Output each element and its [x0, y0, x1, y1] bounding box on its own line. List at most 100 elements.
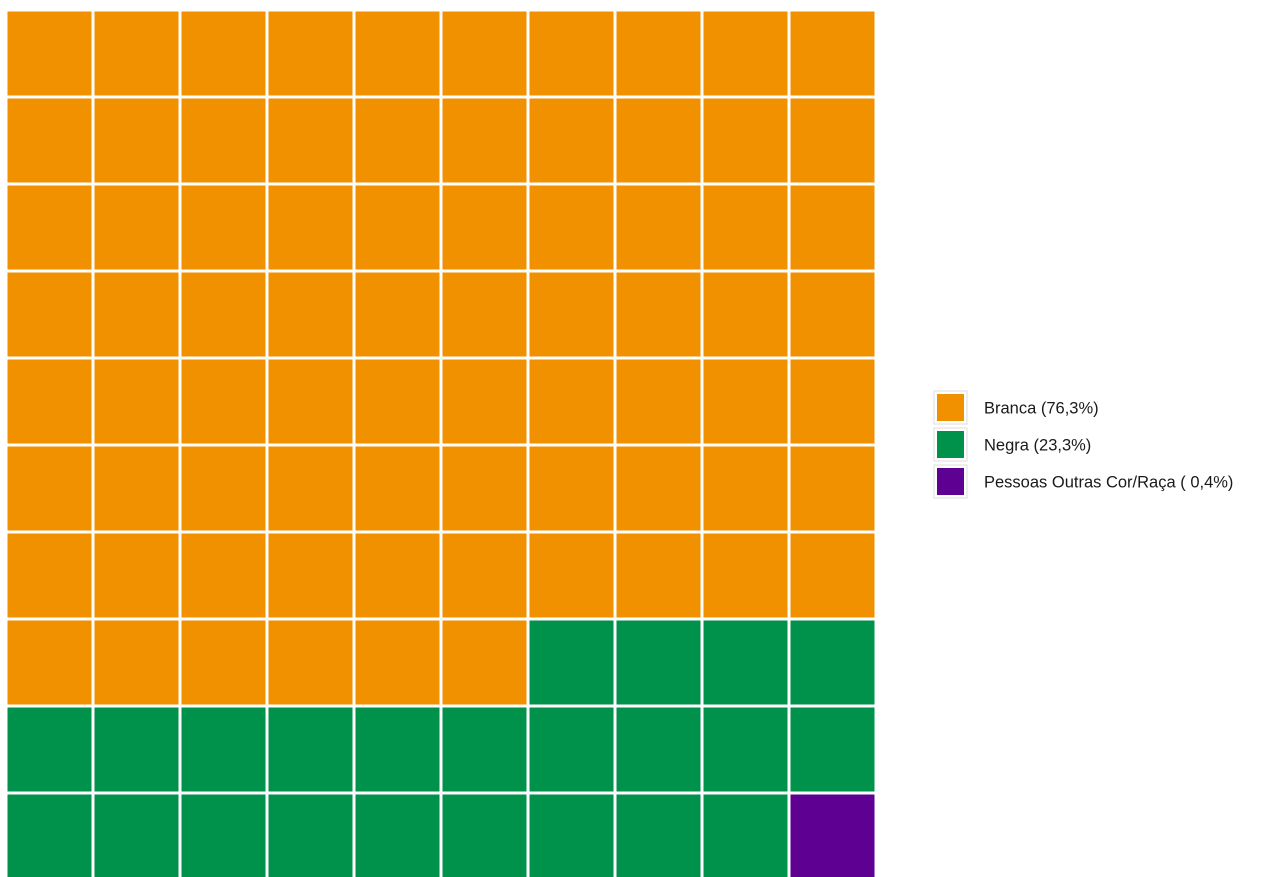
waffle-cell-branca — [790, 185, 875, 270]
waffle-cell-branca — [616, 185, 701, 270]
waffle-cell-branca — [790, 98, 875, 183]
waffle-cell-branca — [790, 533, 875, 618]
waffle-cell-branca — [616, 11, 701, 96]
waffle-cell-branca — [442, 533, 527, 618]
waffle-cell-negra — [7, 794, 92, 877]
waffle-cell-branca — [181, 272, 266, 357]
waffle-cell-branca — [94, 359, 179, 444]
waffle-cell-branca — [529, 359, 614, 444]
legend-swatch — [937, 468, 964, 495]
waffle-cell-branca — [703, 272, 788, 357]
waffle-cell-branca — [268, 533, 353, 618]
waffle-cell-negra — [181, 707, 266, 792]
waffle-cell-branca — [268, 359, 353, 444]
waffle-cell-branca — [703, 533, 788, 618]
waffle-cell-branca — [355, 185, 440, 270]
legend-swatch — [937, 431, 964, 458]
legend-label: Negra (23,3%) — [984, 437, 1091, 455]
waffle-cell-negra — [703, 620, 788, 705]
waffle-cell-negra — [529, 794, 614, 877]
waffle-cell-branca — [181, 98, 266, 183]
waffle-cell-branca — [442, 446, 527, 531]
waffle-cell-negra — [94, 707, 179, 792]
waffle-cell-branca — [790, 446, 875, 531]
waffle-cell-negra — [703, 794, 788, 877]
waffle-cell-branca — [355, 98, 440, 183]
waffle-cell-branca — [181, 533, 266, 618]
waffle-cell-negra — [529, 620, 614, 705]
waffle-cell-branca — [94, 272, 179, 357]
waffle-cell-negra — [181, 794, 266, 877]
waffle-cell-branca — [616, 446, 701, 531]
waffle-cell-branca — [268, 620, 353, 705]
waffle-cell-branca — [442, 359, 527, 444]
legend: Branca (76,3%) Negra (23,3%) Pessoas Outra… — [933, 390, 1233, 499]
waffle-cell-branca — [355, 11, 440, 96]
waffle-cell-branca — [703, 185, 788, 270]
waffle-cell-branca — [355, 533, 440, 618]
waffle-cell-branca — [616, 359, 701, 444]
waffle-cell-branca — [529, 185, 614, 270]
waffle-cell-branca — [790, 11, 875, 96]
waffle-cell-branca — [703, 359, 788, 444]
waffle-cell-negra — [355, 707, 440, 792]
waffle-cell-negra — [442, 794, 527, 877]
waffle-cell-branca — [442, 11, 527, 96]
waffle-cell-branca — [355, 446, 440, 531]
waffle-cell-branca — [94, 185, 179, 270]
waffle-cell-branca — [7, 185, 92, 270]
waffle-cell-branca — [181, 11, 266, 96]
waffle-cell-branca — [181, 620, 266, 705]
legend-swatch — [937, 394, 964, 421]
waffle-cell-branca — [7, 11, 92, 96]
waffle-cell-branca — [703, 446, 788, 531]
waffle-cell-branca — [703, 98, 788, 183]
waffle-cell-branca — [94, 98, 179, 183]
waffle-cell-branca — [94, 533, 179, 618]
waffle-cell-negra — [268, 707, 353, 792]
waffle-cell-branca — [616, 533, 701, 618]
waffle-cell-branca — [790, 272, 875, 357]
waffle-cell-branca — [529, 272, 614, 357]
waffle-cell-branca — [181, 359, 266, 444]
waffle-cell-negra — [7, 707, 92, 792]
waffle-cell-branca — [355, 359, 440, 444]
waffle-cell-branca — [7, 98, 92, 183]
waffle-cell-negra — [616, 620, 701, 705]
waffle-cell-negra — [355, 794, 440, 877]
waffle-cell-pessoas-outras-cor-ra-a — [790, 794, 875, 877]
waffle-cell-branca — [616, 98, 701, 183]
legend-label: Branca (76,3%) — [984, 400, 1099, 418]
waffle-cell-branca — [7, 272, 92, 357]
waffle-cell-negra — [529, 707, 614, 792]
waffle-cell-negra — [790, 620, 875, 705]
waffle-cell-negra — [616, 707, 701, 792]
waffle-cell-branca — [355, 272, 440, 357]
waffle-cell-branca — [703, 11, 788, 96]
waffle-cell-branca — [7, 446, 92, 531]
waffle-cell-negra — [790, 707, 875, 792]
waffle-cell-branca — [529, 11, 614, 96]
waffle-cell-branca — [529, 533, 614, 618]
waffle-cell-branca — [268, 272, 353, 357]
waffle-cell-branca — [616, 272, 701, 357]
waffle-cell-branca — [268, 446, 353, 531]
waffle-cell-negra — [703, 707, 788, 792]
waffle-cell-branca — [94, 11, 179, 96]
waffle-cell-branca — [94, 446, 179, 531]
waffle-cell-branca — [268, 11, 353, 96]
waffle-cell-negra — [268, 794, 353, 877]
waffle-cell-negra — [442, 707, 527, 792]
legend-label: Pessoas Outras Cor/Raça ( 0,4%) — [984, 474, 1233, 492]
waffle-grid — [7, 11, 875, 877]
waffle-cell-branca — [7, 620, 92, 705]
waffle-cell-negra — [94, 794, 179, 877]
waffle-cell-branca — [181, 446, 266, 531]
waffle-cell-negra — [616, 794, 701, 877]
waffle-cell-branca — [355, 620, 440, 705]
waffle-cell-branca — [442, 620, 527, 705]
waffle-cell-branca — [442, 272, 527, 357]
waffle-cell-branca — [529, 98, 614, 183]
waffle-cell-branca — [181, 185, 266, 270]
